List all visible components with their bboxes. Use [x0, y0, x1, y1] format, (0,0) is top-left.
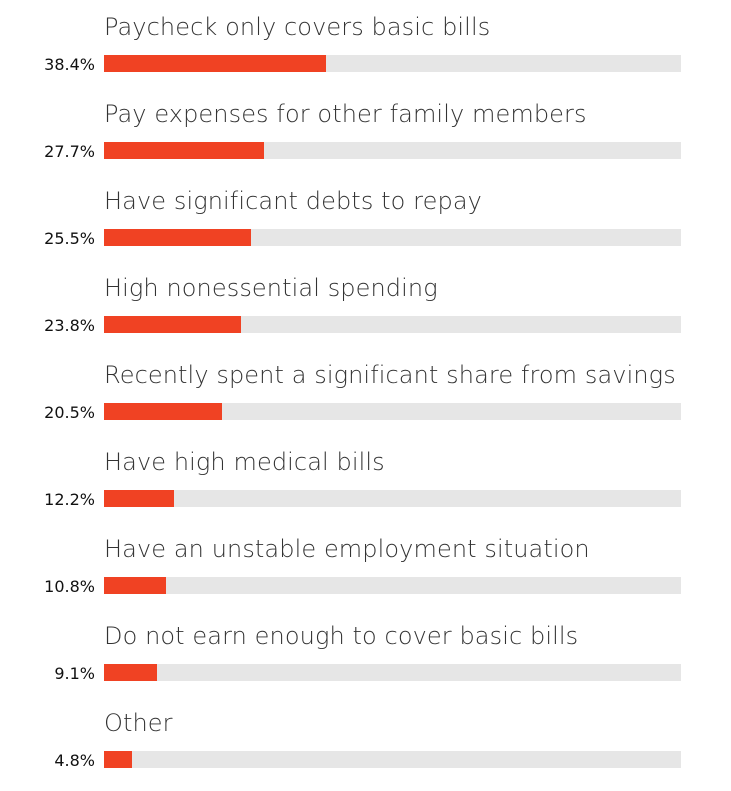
- bar: [104, 751, 132, 768]
- bar-track: [104, 142, 681, 159]
- value-label: 12.2%: [44, 490, 95, 509]
- bar-row: Do not earn enough to cover basic bills 9…: [0, 617, 731, 704]
- bar-track: [104, 751, 681, 768]
- value-label: 9.1%: [54, 664, 95, 683]
- bar-row: Other 4.8%: [0, 704, 731, 791]
- bar-track: [104, 229, 681, 246]
- value-label: 10.8%: [44, 577, 95, 596]
- value-label: 38.4%: [44, 55, 95, 74]
- category-label: Other: [104, 709, 173, 737]
- bar: [104, 490, 174, 507]
- bar-row: Pay expenses for other family members 27.…: [0, 95, 731, 182]
- category-label: High nonessential spending: [104, 274, 438, 302]
- bar: [104, 403, 222, 420]
- bar-row: Recently spent a significant share from …: [0, 356, 731, 443]
- category-label: Have high medical bills: [104, 448, 385, 476]
- bar: [104, 664, 157, 681]
- bar: [104, 577, 166, 594]
- value-label: 4.8%: [54, 751, 95, 770]
- bar-row: High nonessential spending 23.8%: [0, 269, 731, 356]
- bar-track: [104, 55, 681, 72]
- bar: [104, 142, 264, 159]
- category-label: Have an unstable employment situation: [104, 535, 590, 563]
- bar-row: Paycheck only covers basic bills 38.4%: [0, 8, 731, 95]
- bar-row: Have an unstable employment situation 10.…: [0, 530, 731, 617]
- category-label: Recently spent a significant share from …: [104, 361, 676, 389]
- category-label: Have significant debts to repay: [104, 187, 482, 215]
- category-label: Pay expenses for other family members: [104, 100, 587, 128]
- bar: [104, 316, 241, 333]
- value-label: 25.5%: [44, 229, 95, 248]
- bar-track: [104, 490, 681, 507]
- category-label: Paycheck only covers basic bills: [104, 13, 491, 41]
- bar-track: [104, 577, 681, 594]
- bar-row: Have high medical bills 12.2%: [0, 443, 731, 530]
- bar-row: Have significant debts to repay 25.5%: [0, 182, 731, 269]
- bar-track: [104, 403, 681, 420]
- bar: [104, 229, 251, 246]
- bar: [104, 55, 326, 72]
- bar-track: [104, 664, 681, 681]
- bar-track: [104, 316, 681, 333]
- value-label: 23.8%: [44, 316, 95, 335]
- horizontal-bar-chart: Paycheck only covers basic bills 38.4% Pay…: [0, 8, 731, 770]
- value-label: 20.5%: [44, 403, 95, 422]
- category-label: Do not earn enough to cover basic bills: [104, 622, 579, 650]
- value-label: 27.7%: [44, 142, 95, 161]
